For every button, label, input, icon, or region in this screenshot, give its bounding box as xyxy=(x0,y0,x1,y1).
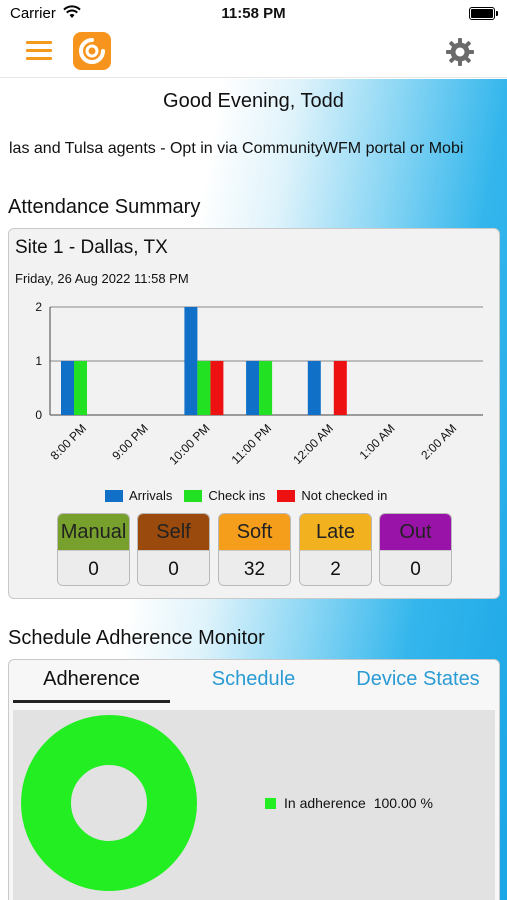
donut-ring-in-adherence xyxy=(21,715,197,891)
tile-soft[interactable]: Soft 32 xyxy=(218,513,291,586)
legend-swatch-not-checked-in xyxy=(277,489,296,502)
tile-out-label: Out xyxy=(380,514,451,550)
adherence-tabs: Adherence Schedule Device States xyxy=(9,660,501,706)
top-nav-bar xyxy=(0,28,507,78)
y-tick-label: 0 xyxy=(35,408,42,422)
adherence-legend: In adherence 100.00 % xyxy=(265,795,433,811)
app-logo-icon xyxy=(73,32,111,70)
adherence-legend-label: In adherence xyxy=(284,795,366,811)
bar-arrivals xyxy=(61,361,74,415)
bar-not-checked-in xyxy=(333,361,347,415)
main-content: Good Evening, Todd las and Tulsa agents … xyxy=(0,79,507,900)
tile-out[interactable]: Out 0 xyxy=(379,513,452,586)
attendance-card: Site 1 - Dallas, TX Friday, 26 Aug 2022 … xyxy=(8,228,500,599)
x-tick-label: 8:00 PM xyxy=(48,421,90,463)
legend-item-arrivals: Arrivals xyxy=(105,488,172,503)
tile-self-value: 0 xyxy=(138,550,209,585)
bar-check-ins xyxy=(74,361,87,415)
battery-icon xyxy=(469,7,498,20)
legend-label-arrivals: Arrivals xyxy=(129,488,173,503)
x-tick-label: 9:00 PM xyxy=(109,421,151,463)
y-tick-label: 2 xyxy=(35,300,42,314)
site-date: Friday, 26 Aug 2022 11:58 PM xyxy=(15,271,189,286)
tile-late-label: Late xyxy=(300,514,371,550)
gear-icon[interactable] xyxy=(445,37,475,67)
tile-soft-label: Soft xyxy=(219,514,290,550)
legend-item-not-checked-in: Not checked in xyxy=(277,488,387,503)
adherence-legend-value: 100.00 % xyxy=(373,795,433,811)
adherence-legend-swatch xyxy=(265,797,276,809)
hamburger-menu-icon[interactable] xyxy=(26,41,52,61)
tile-late[interactable]: Late 2 xyxy=(299,513,372,586)
tile-soft-value: 32 xyxy=(219,550,290,585)
adherence-monitor-title: Schedule Adherence Monitor xyxy=(8,627,265,649)
attendance-chart: 0 1 2 8:00 PM 9:00 PM 10:00 PM 11:00 PM 12:00 A… xyxy=(35,300,483,467)
status-bar: Carrier 11:58 PM xyxy=(0,0,507,28)
greeting-text: Good Evening, Todd xyxy=(163,90,344,112)
x-tick-label: 12:00 AM xyxy=(290,421,336,467)
adherence-panel: In adherence 100.00 % xyxy=(13,710,495,900)
legend-swatch-check-ins xyxy=(184,489,203,502)
tile-manual[interactable]: Manual 0 xyxy=(57,513,130,586)
y-tick-label: 1 xyxy=(35,354,42,368)
legend-item-check-ins: Check ins xyxy=(184,488,265,503)
bar-check-ins xyxy=(259,361,273,415)
adherence-donut-chart xyxy=(21,715,197,891)
active-tab-indicator xyxy=(13,700,170,703)
announcement-ticker: las and Tulsa agents - Opt in via Commun… xyxy=(9,140,464,157)
x-tick-label: 11:00 PM xyxy=(229,421,275,467)
status-time: 11:58 PM xyxy=(221,5,286,22)
x-tick-label: 2:00 AM xyxy=(418,421,459,462)
legend-label-not-checked-in: Not checked in xyxy=(301,488,388,503)
bar-arrivals xyxy=(307,361,321,415)
tab-schedule[interactable]: Schedule xyxy=(211,668,296,690)
tile-manual-label: Manual xyxy=(58,514,129,550)
tile-self[interactable]: Self 0 xyxy=(137,513,210,586)
bar-arrivals xyxy=(246,361,260,415)
legend-label-check-ins: Check ins xyxy=(208,488,266,503)
tile-late-value: 2 xyxy=(300,550,371,585)
wifi-icon xyxy=(63,5,81,18)
bar-not-checked-in xyxy=(210,361,224,415)
attendance-summary-title: Attendance Summary xyxy=(8,196,201,218)
x-tick-label: 10:00 PM xyxy=(166,421,212,467)
site-title: Site 1 - Dallas, TX xyxy=(15,237,168,258)
bar-arrivals xyxy=(184,307,198,415)
tile-out-value: 0 xyxy=(380,550,451,585)
adherence-card: Adherence Schedule Device States In adhe… xyxy=(8,659,500,900)
chart-legend: Arrivals Check ins Not checked in xyxy=(105,488,387,503)
tile-self-label: Self xyxy=(138,514,209,550)
legend-swatch-arrivals xyxy=(105,489,123,502)
x-tick-label: 1:00 AM xyxy=(357,421,398,462)
tile-manual-value: 0 xyxy=(58,550,129,585)
bar-check-ins xyxy=(197,361,211,415)
tab-device-states[interactable]: Device States xyxy=(356,668,480,690)
tab-adherence[interactable]: Adherence xyxy=(43,668,140,690)
carrier-label: Carrier xyxy=(10,5,56,22)
